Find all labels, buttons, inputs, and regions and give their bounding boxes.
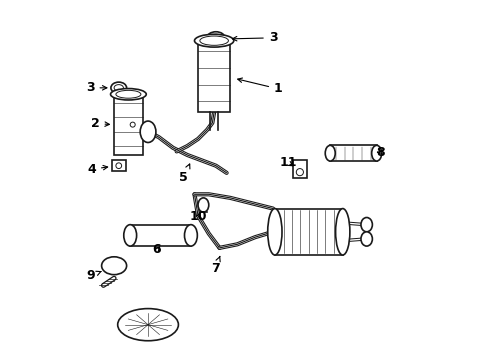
Text: 11: 11 [279,156,296,169]
Ellipse shape [198,198,208,212]
Ellipse shape [111,82,126,94]
Ellipse shape [140,121,156,143]
Ellipse shape [116,163,122,168]
Ellipse shape [325,145,335,161]
Bar [130,225,190,246]
Ellipse shape [102,257,126,275]
Ellipse shape [114,85,123,91]
Ellipse shape [118,309,178,341]
Ellipse shape [210,34,221,41]
Text: 7: 7 [210,256,220,275]
Text: 9: 9 [86,269,101,282]
Ellipse shape [123,225,136,246]
Ellipse shape [194,34,233,47]
Text: 3: 3 [232,31,277,44]
Bar [274,208,342,255]
Ellipse shape [200,36,228,45]
Text: 6: 6 [152,243,161,256]
Bar [114,96,142,155]
Ellipse shape [360,232,372,246]
Bar [198,41,230,112]
Ellipse shape [206,32,224,44]
Text: 1: 1 [237,78,282,95]
Text: 4: 4 [87,163,107,176]
Bar [292,160,306,178]
Ellipse shape [116,90,141,98]
Text: 10: 10 [190,210,207,223]
Text: 2: 2 [91,117,109,130]
Text: 3: 3 [86,81,107,94]
Ellipse shape [110,89,146,100]
Ellipse shape [130,122,135,127]
Bar [329,145,376,161]
Text: 5: 5 [179,164,189,184]
Ellipse shape [371,145,381,161]
Ellipse shape [296,168,303,176]
Ellipse shape [184,225,197,246]
Ellipse shape [267,208,282,255]
Ellipse shape [360,217,372,232]
Ellipse shape [335,208,349,255]
Bar [111,160,125,171]
Text: 8: 8 [375,146,384,159]
